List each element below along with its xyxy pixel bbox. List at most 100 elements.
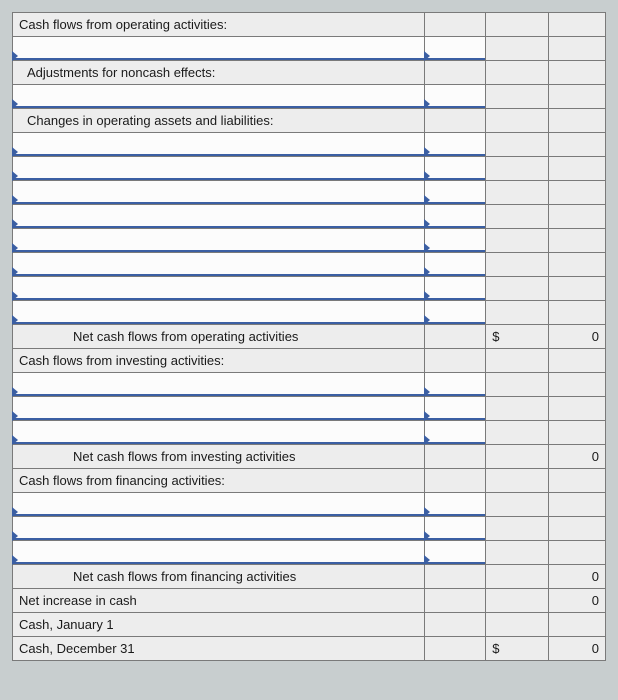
cell-blank	[548, 85, 606, 109]
value-input[interactable]	[425, 85, 486, 109]
change-item-input[interactable]	[13, 181, 425, 205]
currency-cell: $	[486, 325, 548, 349]
change-item-input[interactable]	[13, 205, 425, 229]
cell-blank	[425, 637, 486, 661]
cell-blank	[548, 181, 606, 205]
value-input[interactable]	[425, 421, 486, 445]
cell-blank	[486, 445, 548, 469]
cell-blank	[486, 133, 548, 157]
cell-blank	[486, 589, 548, 613]
cash-dec31-label: Cash, December 31	[13, 637, 425, 661]
cell-blank	[486, 13, 548, 37]
cell-blank	[548, 469, 606, 493]
cash-flow-table: Cash flows from operating activities: Ad…	[12, 12, 606, 661]
operating-header: Cash flows from operating activities:	[13, 13, 425, 37]
value-input[interactable]	[425, 397, 486, 421]
cell-blank	[486, 565, 548, 589]
cell-blank	[548, 301, 606, 325]
cell-blank	[425, 469, 486, 493]
cell-blank	[548, 277, 606, 301]
net-increase-label: Net increase in cash	[13, 589, 425, 613]
change-item-input[interactable]	[13, 301, 425, 325]
investing-header: Cash flows from investing activities:	[13, 349, 425, 373]
cell-blank	[548, 61, 606, 85]
cell-blank	[486, 157, 548, 181]
cell-blank	[425, 325, 486, 349]
cell-blank	[425, 61, 486, 85]
adjustments-header: Adjustments for noncash effects:	[13, 61, 425, 85]
cell-blank	[548, 37, 606, 61]
cell-blank	[486, 397, 548, 421]
cell-blank	[486, 205, 548, 229]
value-input[interactable]	[425, 157, 486, 181]
change-item-input[interactable]	[13, 157, 425, 181]
value-input[interactable]	[425, 205, 486, 229]
dollar-sign: $	[492, 641, 499, 656]
net-investing-label: Net cash flows from investing activities	[13, 445, 425, 469]
value-input[interactable]	[425, 229, 486, 253]
financing-header: Cash flows from financing activities:	[13, 469, 425, 493]
cell-blank	[548, 397, 606, 421]
financing-item-input[interactable]	[13, 541, 425, 565]
cell-blank	[548, 517, 606, 541]
cell-blank	[548, 109, 606, 133]
value-input[interactable]	[425, 37, 486, 61]
value-input[interactable]	[425, 133, 486, 157]
change-item-input[interactable]	[13, 253, 425, 277]
cell-blank	[548, 541, 606, 565]
adjustment-item-input[interactable]	[13, 85, 425, 109]
net-investing-value: 0	[548, 445, 606, 469]
investing-item-input[interactable]	[13, 397, 425, 421]
cell-blank	[548, 133, 606, 157]
cell-blank	[486, 277, 548, 301]
cell-blank	[486, 421, 548, 445]
cell-blank	[486, 493, 548, 517]
cell-blank	[486, 61, 548, 85]
changes-header: Changes in operating assets and liabilit…	[13, 109, 425, 133]
cell-blank	[486, 85, 548, 109]
value-input[interactable]	[425, 373, 486, 397]
net-financing-value: 0	[548, 565, 606, 589]
cell-blank	[486, 109, 548, 133]
net-operating-value: 0	[548, 325, 606, 349]
cell-blank	[548, 229, 606, 253]
cell-blank	[486, 301, 548, 325]
cell-blank	[548, 349, 606, 373]
change-item-input[interactable]	[13, 229, 425, 253]
cell-blank	[425, 445, 486, 469]
value-input[interactable]	[425, 181, 486, 205]
cell-blank	[548, 253, 606, 277]
cell-blank	[425, 565, 486, 589]
change-item-input[interactable]	[13, 277, 425, 301]
cell-blank	[548, 493, 606, 517]
cell-blank	[486, 181, 548, 205]
net-financing-label: Net cash flows from financing activities	[13, 565, 425, 589]
value-input[interactable]	[425, 301, 486, 325]
cash-jan1-value	[548, 613, 606, 637]
cell-blank	[425, 589, 486, 613]
cell-blank	[425, 349, 486, 373]
financing-item-input[interactable]	[13, 517, 425, 541]
value-input[interactable]	[425, 517, 486, 541]
cell-blank	[425, 109, 486, 133]
dollar-sign: $	[492, 329, 499, 344]
cash-jan1-label: Cash, January 1	[13, 613, 425, 637]
value-input[interactable]	[425, 277, 486, 301]
cell-blank	[425, 13, 486, 37]
value-input[interactable]	[425, 541, 486, 565]
net-operating-label: Net cash flows from operating activities	[13, 325, 425, 349]
cell-blank	[548, 13, 606, 37]
investing-item-input[interactable]	[13, 421, 425, 445]
cash-dec31-value: 0	[548, 637, 606, 661]
cell-blank	[486, 613, 548, 637]
cell-blank	[486, 517, 548, 541]
financing-item-input[interactable]	[13, 493, 425, 517]
value-input[interactable]	[425, 493, 486, 517]
investing-item-input[interactable]	[13, 373, 425, 397]
cell-blank	[486, 373, 548, 397]
change-item-input[interactable]	[13, 133, 425, 157]
cell-blank	[548, 373, 606, 397]
value-input[interactable]	[425, 253, 486, 277]
operating-item-input[interactable]	[13, 37, 425, 61]
currency-cell: $	[486, 637, 548, 661]
